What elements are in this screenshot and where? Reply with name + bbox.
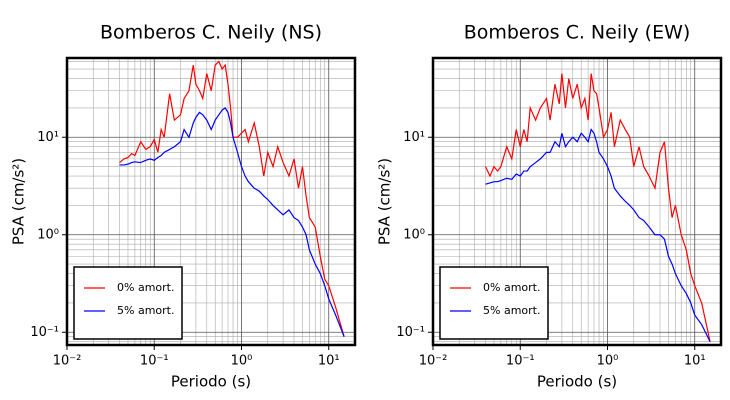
y-tick-label: 10⁰ [37, 227, 59, 242]
chart-title: Bomberos C. Neily (NS) [100, 22, 322, 44]
x-tick-label: 10⁻² [53, 354, 82, 369]
legend-label: 0% amort. [117, 281, 174, 294]
x-axis-label: Periodo (s) [537, 373, 617, 391]
plot-frame [65, 56, 357, 347]
plot-frame [431, 56, 723, 347]
y-tick-label: 10¹ [37, 130, 59, 145]
x-tick-label: 10¹ [684, 354, 706, 369]
legend-label: 0% amort. [483, 281, 540, 294]
x-tick-label: 10⁻² [419, 354, 448, 369]
x-axis-label: Periodo (s) [171, 373, 251, 391]
x-tick-label: 10¹ [318, 354, 340, 369]
legend-box [73, 266, 183, 340]
y-axis-label: PSA (cm/s²) [376, 158, 394, 245]
x-tick-label: 10⁻¹ [140, 354, 169, 369]
y-tick-label: 10⁻¹ [30, 325, 59, 340]
subplot: Bomberos C. Neily (NS) Periodo (s) PSA (cm… [10, 22, 357, 391]
subplot: Bomberos C. Neily (EW) Periodo (s) PSA (cm… [376, 22, 723, 391]
series-line [485, 128, 711, 342]
series-line [119, 107, 345, 337]
legend-label: 5% amort. [483, 304, 540, 317]
y-tick-label: 10¹ [403, 130, 425, 145]
y-tick-label: 10⁰ [403, 227, 425, 242]
series-line [119, 60, 345, 337]
y-tick-label: 10⁻¹ [396, 325, 425, 340]
x-tick-label: 10⁰ [597, 354, 619, 369]
legend-label: 5% amort. [117, 304, 174, 317]
legend-box [439, 266, 549, 340]
x-tick-label: 10⁰ [231, 354, 253, 369]
x-tick-label: 10⁻¹ [506, 354, 535, 369]
chart-title: Bomberos C. Neily (EW) [464, 22, 691, 44]
series-line [484, 73, 711, 342]
y-axis-label: PSA (cm/s²) [10, 158, 28, 245]
